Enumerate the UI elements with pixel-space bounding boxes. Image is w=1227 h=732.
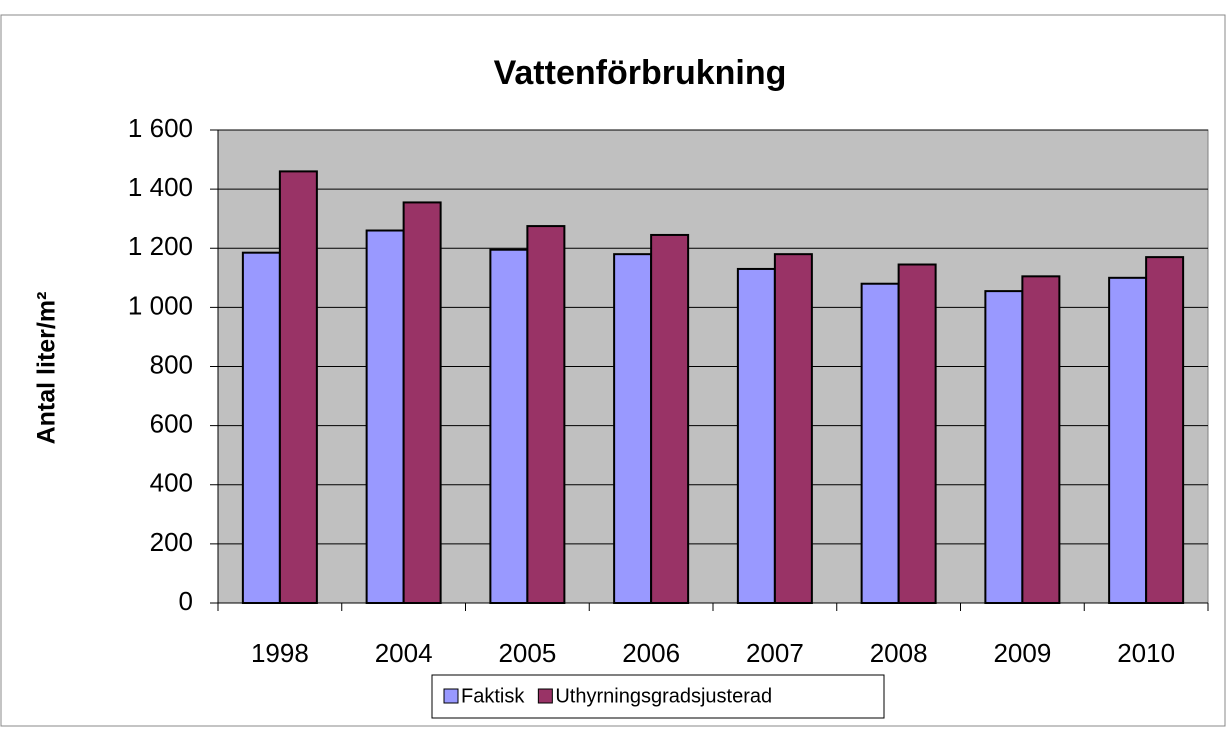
chart-title: Vattenförbrukning bbox=[494, 54, 787, 92]
legend-swatch bbox=[443, 688, 459, 704]
y-tick-label: 1 000 bbox=[128, 290, 193, 320]
bar bbox=[278, 170, 318, 604]
y-tick-label: 1 200 bbox=[128, 231, 193, 261]
x-tick-label: 1998 bbox=[251, 638, 309, 668]
y-tick-label: 1 600 bbox=[128, 113, 193, 143]
bar bbox=[613, 253, 653, 604]
x-tick-label: 2007 bbox=[746, 638, 804, 668]
legend-swatch bbox=[537, 688, 553, 704]
bar bbox=[526, 225, 566, 604]
y-tick-label: 0 bbox=[179, 586, 193, 616]
legend bbox=[431, 674, 885, 719]
bar bbox=[736, 267, 776, 604]
x-tick-label: 2006 bbox=[622, 638, 680, 668]
bar bbox=[402, 201, 442, 604]
x-tick-label: 2008 bbox=[870, 638, 928, 668]
bar bbox=[897, 263, 937, 604]
x-tick-label: 2004 bbox=[375, 638, 433, 668]
x-tick-label: 2005 bbox=[498, 638, 556, 668]
bar bbox=[1145, 256, 1185, 604]
y-axis-title: Antal liter/m² bbox=[33, 292, 61, 445]
x-tick-label: 2010 bbox=[1117, 638, 1175, 668]
y-tick-label: 1 400 bbox=[128, 172, 193, 202]
bar bbox=[1108, 276, 1148, 604]
y-tick-label: 400 bbox=[150, 468, 193, 498]
y-tick-label: 800 bbox=[150, 349, 193, 379]
bar bbox=[773, 253, 813, 604]
bar bbox=[1021, 275, 1061, 604]
bar bbox=[860, 282, 900, 604]
x-tick-label: 2009 bbox=[993, 638, 1051, 668]
bar bbox=[365, 229, 405, 604]
bar bbox=[489, 248, 529, 604]
bar bbox=[650, 233, 690, 604]
y-tick-label: 200 bbox=[150, 527, 193, 557]
y-tick-label: 600 bbox=[150, 409, 193, 439]
bar bbox=[241, 251, 281, 604]
bar bbox=[984, 290, 1024, 604]
legend-label: Uthyrningsgradsjusterad bbox=[555, 685, 772, 707]
legend-label: Faktisk bbox=[461, 685, 525, 707]
